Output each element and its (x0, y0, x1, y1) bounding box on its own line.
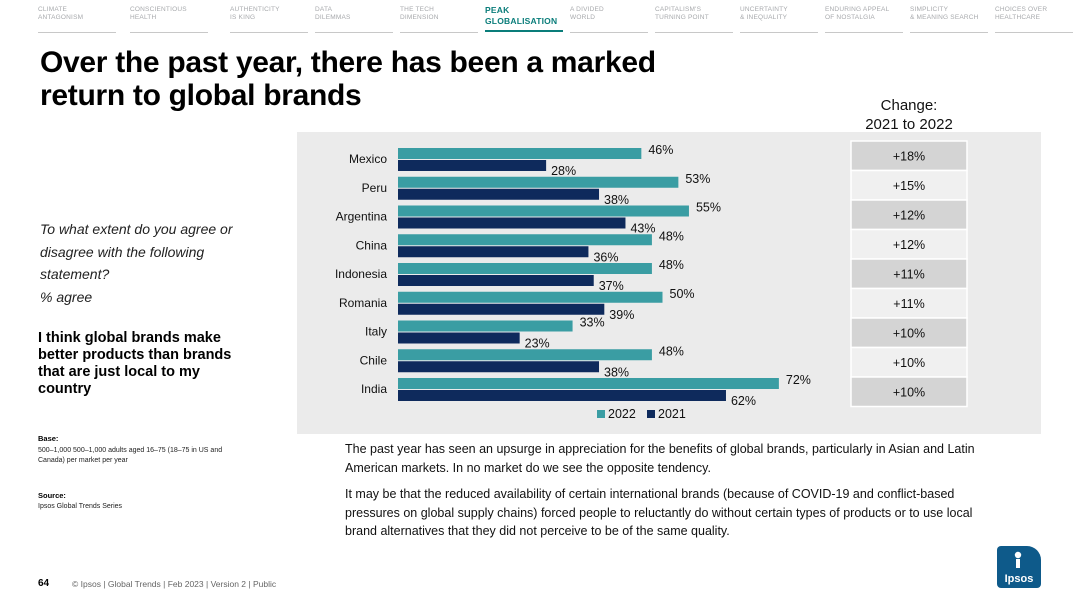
value-label-2022: 46% (648, 143, 673, 157)
change-cell (850, 228, 968, 260)
change-value: +11% (893, 267, 924, 281)
nav-item-uncertainty-inequality[interactable]: UNCERTAINTY & INEQUALITY (740, 6, 818, 33)
ipsos-logo: Ipsos (997, 546, 1041, 588)
bar-2021 (398, 217, 626, 229)
value-label-2021: 38% (604, 193, 629, 207)
source-label: Source: (38, 491, 66, 500)
value-label-2021: 62% (731, 394, 756, 408)
bar-2022 (398, 148, 642, 159)
bar-2021 (398, 246, 589, 258)
legend-label-2021: 2021 (658, 407, 686, 421)
bar-chart: Mexico 46% 28% +18% Peru 53% 38% +15% Argentina 5… (335, 140, 968, 421)
value-label-2022: 72% (786, 373, 811, 387)
trend-navigation: CLIMATE ANTAGONISM CONSCIENTIOUS HEALTH … (38, 5, 1073, 33)
value-label-2022: 55% (696, 201, 721, 215)
chart-panel: Mexico 46% 28% +18% Peru 53% 38% +15% Argentina 5… (297, 132, 1041, 434)
value-label-2022: 48% (659, 258, 684, 272)
change-value: +11% (893, 297, 924, 311)
nav-item-capitalisms-turning-point[interactable]: CAPITALISM'S TURNING POINT (655, 6, 733, 33)
nav-item-tech-dimension[interactable]: THE TECH DIMENSION (400, 6, 478, 33)
change-value: +10% (893, 356, 925, 370)
category-label: Argentina (336, 210, 388, 224)
value-label-2022: 33% (580, 316, 605, 330)
category-label: Mexico (349, 152, 387, 166)
bar-2021 (398, 188, 600, 200)
category-label: India (361, 382, 387, 396)
bar-2022 (398, 349, 652, 361)
value-label-2022: 48% (659, 344, 684, 358)
legend-swatch-2021 (647, 410, 655, 418)
bar-2021 (398, 275, 594, 286)
category-label: Indonesia (335, 267, 387, 281)
bar-2021 (398, 303, 605, 315)
nav-item-choices-over-healthcare[interactable]: CHOICES OVER HEALTHCARE (995, 6, 1073, 33)
nav-item-authenticity-is-king[interactable]: AUTHENTICITY IS KING (230, 6, 308, 33)
nav-item-divided-world[interactable]: A DIVIDED WORLD (570, 6, 648, 33)
category-label: China (356, 238, 388, 252)
category-label: Chile (360, 353, 388, 367)
bar-2022 (398, 320, 573, 332)
change-value: +10% (893, 326, 925, 340)
description-paragraph-1: The past year has seen an upsurge in app… (345, 442, 975, 475)
value-label-2021: 43% (630, 222, 655, 236)
bar-2022 (398, 176, 679, 188)
change-column-header: Change: 2021 to 2022 (865, 97, 953, 133)
bar-2022 (398, 291, 663, 303)
change-value: +10% (893, 385, 925, 399)
description-paragraph-2: It may be that the reduced availability … (345, 487, 973, 538)
base-text: 500–1,000 500–1,000 adults aged 16–75 (1… (38, 447, 223, 464)
change-cell (850, 376, 968, 408)
nav-item-data-dilemmas[interactable]: DATA DILEMMAS (315, 6, 393, 33)
bar-2021 (398, 160, 547, 171)
legend-swatch-2022 (597, 410, 605, 418)
bar-2022 (398, 263, 652, 274)
nav-item-simplicity-meaning-search[interactable]: SIMPLICITY & MEANING SEARCH (910, 6, 988, 33)
category-label: Italy (365, 325, 387, 339)
bar-2022 (398, 205, 689, 217)
value-label-2021: 39% (609, 308, 634, 322)
value-label-2021: 37% (599, 279, 624, 293)
legend-label-2022: 2022 (608, 407, 636, 421)
change-cell (850, 346, 968, 378)
nav-item-conscientious-health[interactable]: CONSCIENTIOUS HEALTH (130, 6, 208, 33)
value-label-2022: 48% (659, 229, 684, 243)
bar-2021 (398, 332, 520, 344)
nav-item-enduring-appeal-nostalgia[interactable]: ENDURING APPEAL OF NOSTALGIA (825, 6, 903, 33)
change-cell (850, 140, 968, 172)
base-label: Base: (38, 434, 59, 443)
bar-2022 (398, 234, 652, 246)
change-value: +12% (893, 208, 925, 222)
change-cell (850, 169, 968, 201)
logo-mark-icon (1014, 551, 1022, 568)
bar-2022 (398, 378, 779, 389)
value-label-2021: 36% (593, 250, 618, 264)
value-label-2022: 50% (670, 287, 695, 301)
change-value: +18% (893, 149, 925, 163)
bar-2021 (398, 361, 600, 373)
page-title: Over the past year, there has been a mar… (40, 46, 656, 112)
value-label-2021: 28% (551, 164, 576, 178)
nav-item-climate-antagonism[interactable]: CLIMATE ANTAGONISM (38, 6, 116, 33)
change-value: +15% (893, 179, 925, 193)
nav-item-peak-globalisation[interactable]: PEAK GLOBALISATION (485, 5, 563, 32)
category-label: Peru (362, 181, 387, 195)
value-label-2021: 38% (604, 365, 629, 379)
bar-2021 (398, 390, 726, 401)
source-text: Ipsos Global Trends Series (38, 503, 123, 510)
value-label-2021: 23% (525, 337, 550, 351)
logo-text: Ipsos (1004, 573, 1034, 585)
category-label: Romania (339, 296, 387, 310)
value-label-2022: 53% (685, 172, 710, 186)
survey-statement: I think global brands make better produc… (38, 330, 232, 397)
page-number: 64 (38, 578, 50, 589)
change-cell (850, 287, 968, 319)
survey-question: To what extent do you agree or disagree … (40, 221, 233, 305)
change-value: +12% (893, 238, 925, 252)
footer-copyright: © Ipsos | Global Trends | Feb 2023 | Ver… (72, 579, 277, 589)
